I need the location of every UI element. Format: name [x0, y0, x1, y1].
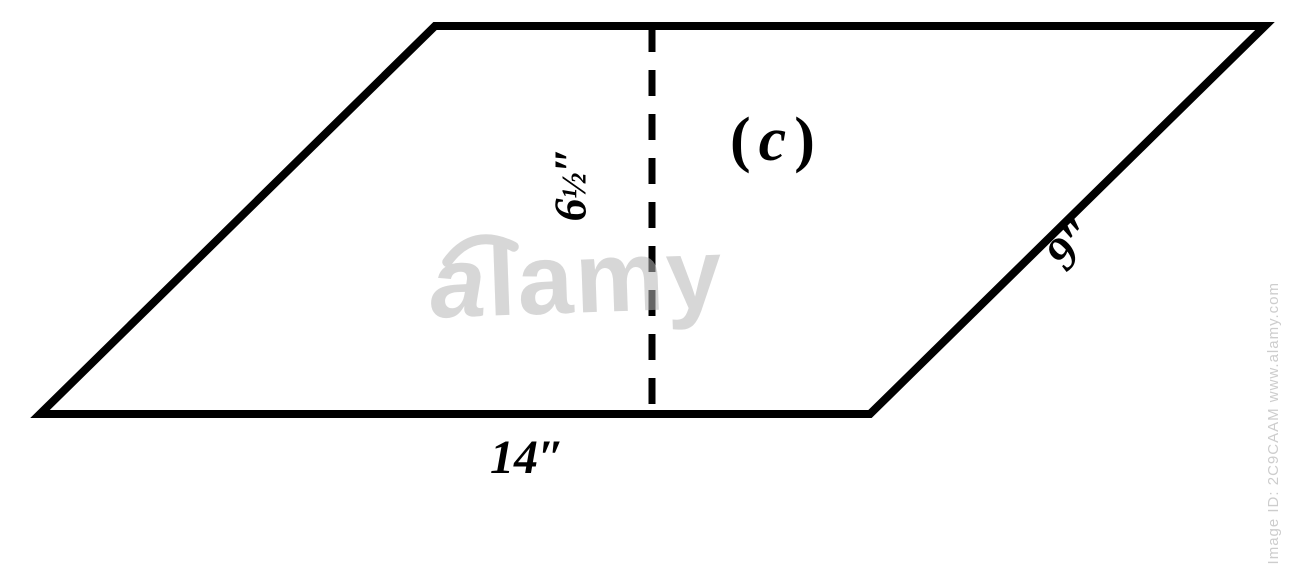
c-label: (c) — [730, 105, 823, 176]
watermark-code: Image ID: 2C9CAAM www.alamy.com — [1265, 282, 1282, 564]
height-label: 6½″ — [544, 147, 597, 221]
c-letter: c — [759, 106, 795, 174]
paren-open: ( — [730, 106, 759, 174]
height-fraction: ½ — [556, 173, 594, 199]
watermark-logo: alamy — [428, 212, 872, 347]
height-prime: ″ — [545, 147, 596, 172]
height-whole: 6 — [545, 199, 596, 222]
wm-rest: lamy — [486, 217, 726, 337]
paren-close: ) — [794, 106, 823, 174]
base-label: 14″ — [490, 430, 565, 485]
svg-text:alamy: alamy — [428, 217, 725, 339]
